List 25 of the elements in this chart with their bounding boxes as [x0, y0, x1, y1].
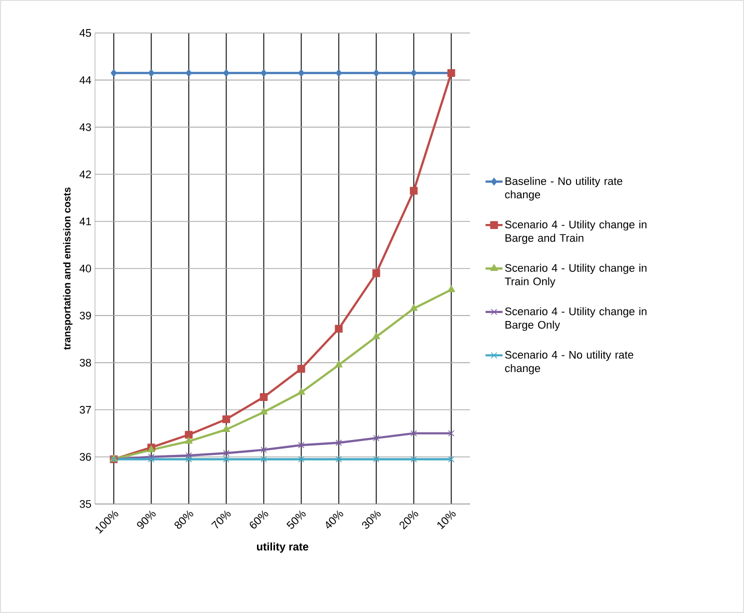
x-tick-label: 30%: [362, 510, 381, 529]
x-tick-label: 40%: [326, 510, 344, 529]
y-tick-label: 42: [80, 170, 91, 178]
y-tick-label: 44: [80, 76, 92, 84]
legend-label: Scenario 4 - Utility change in Train Only: [504, 264, 646, 288]
x-axis-title: utility rate: [256, 542, 308, 553]
y-tick-label: 41: [80, 218, 91, 226]
y-tick-label: 40: [80, 264, 92, 272]
legend-label: Baseline - No utility rate change: [505, 176, 622, 201]
y-tick-label: 39: [80, 312, 91, 320]
y-tick-label: 36: [80, 453, 91, 461]
y-axis-title: transportation and emission costs: [63, 188, 72, 350]
y-tick-label: 45: [80, 29, 92, 37]
y-tick-label: 43: [80, 123, 91, 132]
x-tick-label: 70%: [211, 510, 231, 529]
x-tick-label: 80%: [174, 510, 194, 529]
legend-label: Scenario 4 - Utility change in Barge Only: [505, 307, 646, 331]
legend-label: Scenario 4 - No utility rate change: [505, 350, 634, 374]
legend-label: Scenario 4 - Utility change in Barge and Train: [505, 220, 646, 244]
x-tick-label: 60%: [250, 510, 268, 528]
y-tick-label: 35: [80, 500, 92, 508]
x-tick-label: 90%: [137, 510, 156, 529]
y-tick-label: 37: [80, 406, 91, 414]
x-tick-label: 50%: [286, 510, 306, 529]
y-tick-label: 38: [80, 358, 91, 367]
